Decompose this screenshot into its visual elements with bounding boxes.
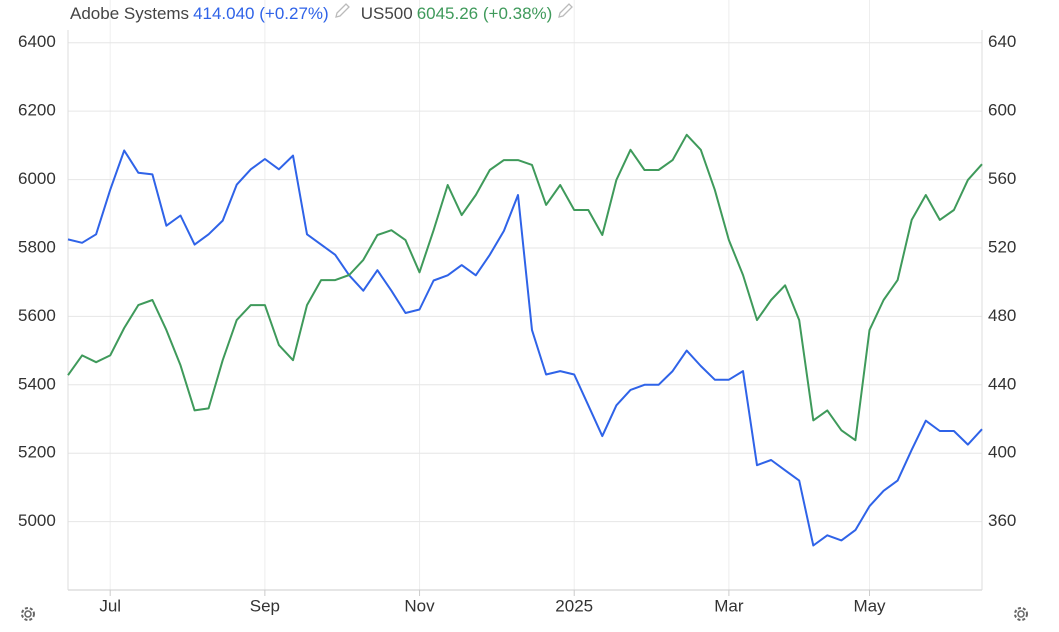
y2-tick-label: 560 (988, 169, 1016, 188)
y-tick-label: 5800 (18, 237, 56, 256)
y2-tick-label: 480 (988, 306, 1016, 325)
legend-value: 414.040 (+0.27%) (193, 4, 329, 23)
y2-tick-label: 640 (988, 32, 1016, 51)
x-tick-label: 2025 (555, 596, 593, 615)
y-tick-label: 6200 (18, 101, 56, 120)
legend-value: 6045.26 (+0.38%) (416, 4, 553, 23)
y-tick-label: 5600 (18, 306, 56, 325)
x-tick-label: Mar (714, 596, 744, 615)
x-tick-label: Jul (99, 596, 121, 615)
y-tick-label: 5200 (18, 443, 56, 462)
x-tick-label: Sep (250, 596, 280, 615)
y2-tick-label: 600 (988, 101, 1016, 120)
y2-tick-label: 360 (988, 511, 1016, 530)
x-tick-label: May (853, 596, 886, 615)
y-tick-label: 5400 (18, 374, 56, 393)
series-line (67, 133, 983, 442)
series-line (67, 149, 983, 547)
y2-tick-label: 400 (988, 443, 1016, 462)
y-tick-label: 5000 (18, 511, 56, 530)
y-tick-label: 6000 (18, 169, 56, 188)
y2-tick-label: 520 (988, 237, 1016, 256)
edit-icon[interactable] (333, 3, 351, 19)
settings-icon[interactable] (21, 607, 35, 621)
legend-name: US500 (360, 4, 413, 23)
plot (67, 133, 983, 547)
legend-name: Adobe Systems (70, 4, 190, 23)
edit-icon[interactable] (556, 3, 574, 19)
y2-tick-label: 440 (988, 374, 1016, 393)
legend: Adobe Systems 414.040 (+0.27%) US500 6045.2… (70, 3, 584, 24)
y-tick-label: 6400 (18, 32, 56, 51)
x-tick-label: Nov (404, 596, 435, 615)
settings-icon[interactable] (1014, 607, 1028, 621)
